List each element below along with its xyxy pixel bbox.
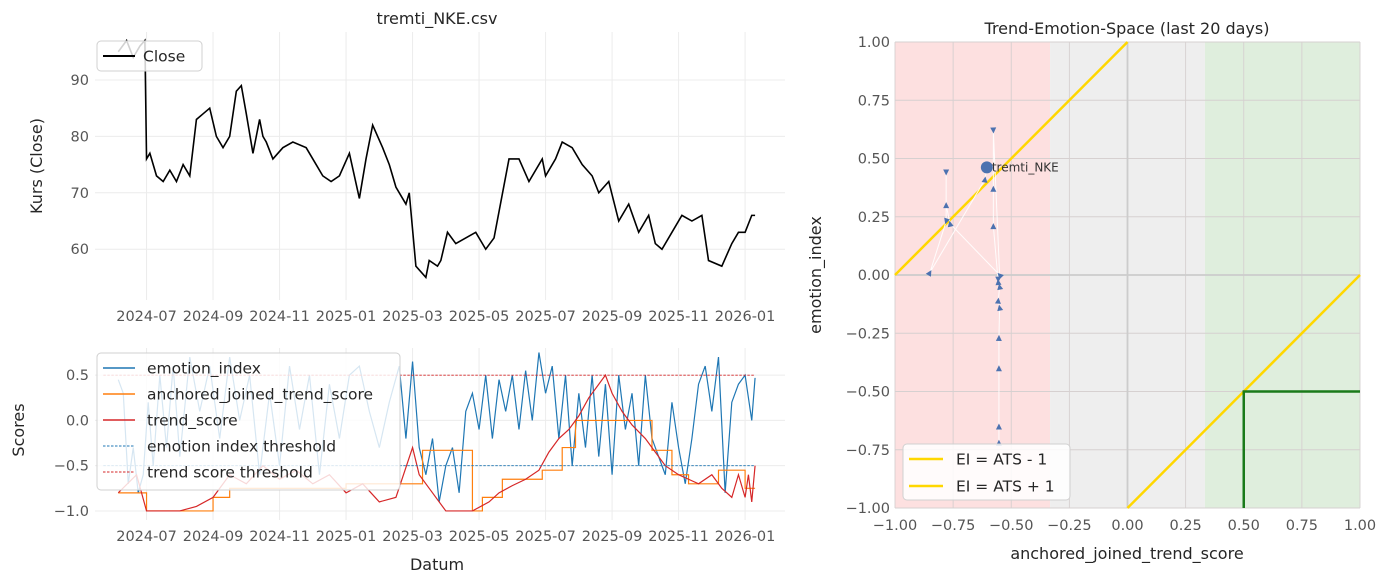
scores-chart-xlabel: Datum <box>410 555 464 574</box>
legend-label: trend_score <box>147 412 238 431</box>
y-tick-label: 80 <box>71 129 89 145</box>
x-tick-label: 2025-05 <box>449 309 510 325</box>
trajectory-arrow-marker <box>925 270 932 277</box>
x-tick-label: 2025-07 <box>515 309 576 325</box>
legend-label: emotion index threshold <box>147 438 336 456</box>
x-tick-label: 2024-09 <box>183 309 244 325</box>
x-tick-label: 2025-05 <box>449 529 510 545</box>
trajectory-arrow-marker <box>995 423 1002 430</box>
x-tick-label: 2025-09 <box>582 529 643 545</box>
x-tick-label: 1.00 <box>1344 518 1376 534</box>
x-tick-label: 2025-09 <box>582 309 643 325</box>
x-tick-label: 2026-01 <box>715 309 776 325</box>
x-tick-label: 2024-07 <box>116 309 177 325</box>
x-tick-label: 0.50 <box>1228 518 1260 534</box>
scores-chart: 2024-07 2024-09 2024-11 2025-01 2025-03 2025-… <box>54 348 785 545</box>
x-tick-label: 2025-11 <box>648 309 709 325</box>
target-box-line <box>1242 390 1360 508</box>
trajectory-arrow-marker <box>944 217 950 225</box>
tes-chart-title: Trend-Emotion-Space (last 20 days) <box>984 19 1270 38</box>
current-point-marker <box>980 161 993 174</box>
y-tick-label: 90 <box>71 73 89 89</box>
price-chart: 2024-07 2024-09 2024-11 2025-01 2025-03 2025-… <box>71 32 785 325</box>
y-tick-label: 60 <box>71 242 89 258</box>
trajectory-arrow-marker <box>990 185 997 192</box>
threshold-line <box>894 41 1129 276</box>
y-tick-label: 0.5 <box>66 368 89 384</box>
x-tick-label: 2024-09 <box>183 529 244 545</box>
y-tick-label: −1.00 <box>846 501 890 517</box>
price-chart-ylabel: Kurs (Close) <box>27 118 46 214</box>
y-tick-label: 1.00 <box>858 35 890 51</box>
legend-label: EI = ATS - 1 <box>956 451 1047 469</box>
y-tick-label: 0.25 <box>858 210 890 226</box>
legend-box <box>902 443 1071 501</box>
trajectory-arrow-marker <box>943 202 950 209</box>
tes-chart-xlabel: anchored_joined_trend_score <box>1010 544 1243 564</box>
x-tick-label: 2025-01 <box>316 309 377 325</box>
trajectory-arrow-marker <box>997 304 1004 312</box>
trajectory-arrow-marker <box>947 220 954 228</box>
x-tick-label: 2025-01 <box>316 529 377 545</box>
current-point-label: tremti_NKE <box>992 160 1059 174</box>
y-tick-label: −0.75 <box>846 443 890 459</box>
trajectory-arrow-marker <box>997 272 1004 280</box>
y-tick-label: −0.25 <box>846 326 890 342</box>
trajectory-arrow-marker <box>995 334 1002 341</box>
y-tick-label: −0.5 <box>54 459 89 475</box>
y-tick-label: 0.75 <box>858 93 890 109</box>
trend-emotion-space-chart: −1.00 −0.75 −0.50 −0.25 0.00 0.25 0.50 0.75 1.00… <box>846 35 1377 534</box>
trajectory-arrow-marker <box>990 223 997 230</box>
legend-box <box>96 40 203 72</box>
x-tick-label: −0.50 <box>989 518 1033 534</box>
y-tick-label: −1.0 <box>54 504 89 520</box>
price-chart-title: tremti_NKE.csv <box>377 9 498 29</box>
legend-box <box>96 352 401 491</box>
x-tick-label: 2024-11 <box>249 309 310 325</box>
trajectory-arrow-marker <box>994 297 1001 304</box>
trajectory-arrow-marker <box>995 365 1002 372</box>
x-tick-label: 2025-03 <box>382 529 443 545</box>
x-tick-label: 2024-11 <box>249 529 310 545</box>
trajectory-arrow-marker <box>981 176 988 183</box>
series-line-Close <box>117 38 756 280</box>
y-tick-label: −0.50 <box>846 385 890 401</box>
trajectory-arrow-marker <box>995 279 1002 286</box>
y-tick-label: 0.50 <box>858 152 890 168</box>
legend-label: emotion_index <box>147 360 261 379</box>
legend-label: trend score threshold <box>147 464 313 482</box>
tes-chart-ylabel: emotion_index <box>806 216 826 334</box>
x-tick-label: 2025-03 <box>382 309 443 325</box>
trajectory-arrow-marker <box>997 283 1004 291</box>
x-tick-label: 0.75 <box>1286 518 1318 534</box>
legend-label: Close <box>143 48 185 66</box>
trajectory-arrow-marker <box>943 169 950 176</box>
legend-label: EI = ATS + 1 <box>956 478 1055 496</box>
x-tick-label: 2025-11 <box>648 529 709 545</box>
x-tick-label: 0.00 <box>1111 518 1143 534</box>
x-tick-label: −0.75 <box>931 518 975 534</box>
x-tick-label: 0.25 <box>1169 518 1201 534</box>
trajectory-line <box>929 130 1001 443</box>
y-tick-label: 0.00 <box>858 268 890 284</box>
x-tick-label: 2025-07 <box>515 529 576 545</box>
x-tick-label: 2024-07 <box>116 529 177 545</box>
y-tick-label: 70 <box>71 186 89 202</box>
trajectory-arrow-marker <box>990 127 997 134</box>
x-tick-label: 2026-01 <box>715 529 776 545</box>
scores-chart-ylabel: Scores <box>9 403 28 456</box>
x-tick-label: −1.00 <box>873 518 917 534</box>
legend-label: anchored_joined_trend_score <box>147 386 373 405</box>
y-tick-label: 0.0 <box>66 413 89 429</box>
x-tick-label: −0.25 <box>1047 518 1091 534</box>
